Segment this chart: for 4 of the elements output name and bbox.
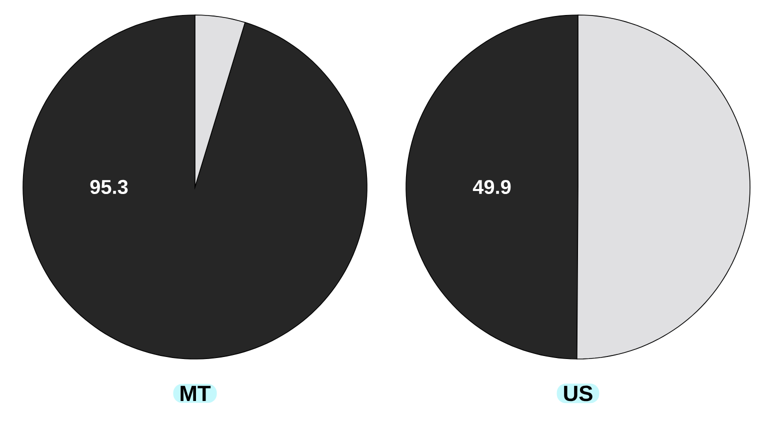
text: MT [180,386,211,401]
text: US [564,386,592,402]
data-label: 95.3 [90,180,128,194]
data-label: 49.9 [472,180,511,194]
